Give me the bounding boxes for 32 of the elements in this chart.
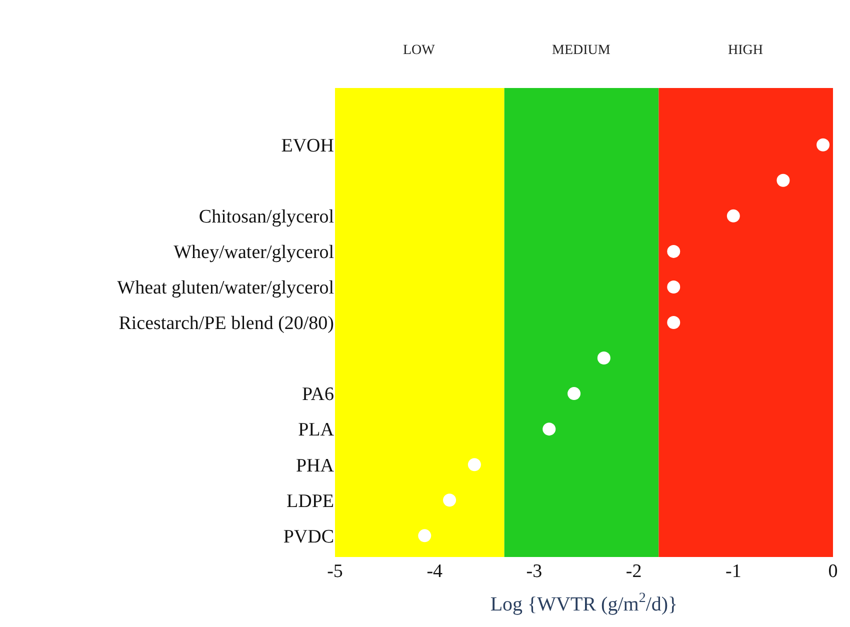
point [568,387,581,400]
y-tick-label: Chitosan/glycerol [198,206,334,228]
y-tick-label: Ricestarch/PE blend (20/80) [118,313,334,334]
point [776,174,790,187]
x-tick-label: -3 [526,561,542,582]
y-tick-label: PHA [296,455,334,476]
y-tick-label: PVDC [283,526,334,548]
point [726,209,740,222]
x-tick-label: -2 [626,561,642,582]
point [597,352,610,365]
band-label: LOW [403,43,436,58]
point [418,529,432,542]
y-tick-label: LDPE [286,490,334,512]
x-axis-title: Log {WVTR (g/m$^{2}$/d)} [490,591,678,616]
point [667,316,680,329]
x-tick-label: -5 [327,561,343,582]
point [667,244,680,258]
point [542,422,556,436]
band-label: HIGH [728,43,763,58]
x-tick-label: -1 [725,561,742,582]
y-tick-label: Whey/water/glycerol [174,242,334,264]
x-tick-label: -4 [426,561,444,582]
y-tick-label: PLA [298,420,334,441]
point [468,458,481,472]
x-tick-label: 0 [828,561,838,582]
band-label: MEDIUM [552,43,611,58]
point [443,494,456,507]
y-tick-label: EVOH [281,136,334,156]
y-tick-label: PA6 [302,384,334,406]
point [816,138,830,152]
y-tick-label: Wheat gluten/water/glycerol [117,278,334,299]
point [667,280,680,294]
